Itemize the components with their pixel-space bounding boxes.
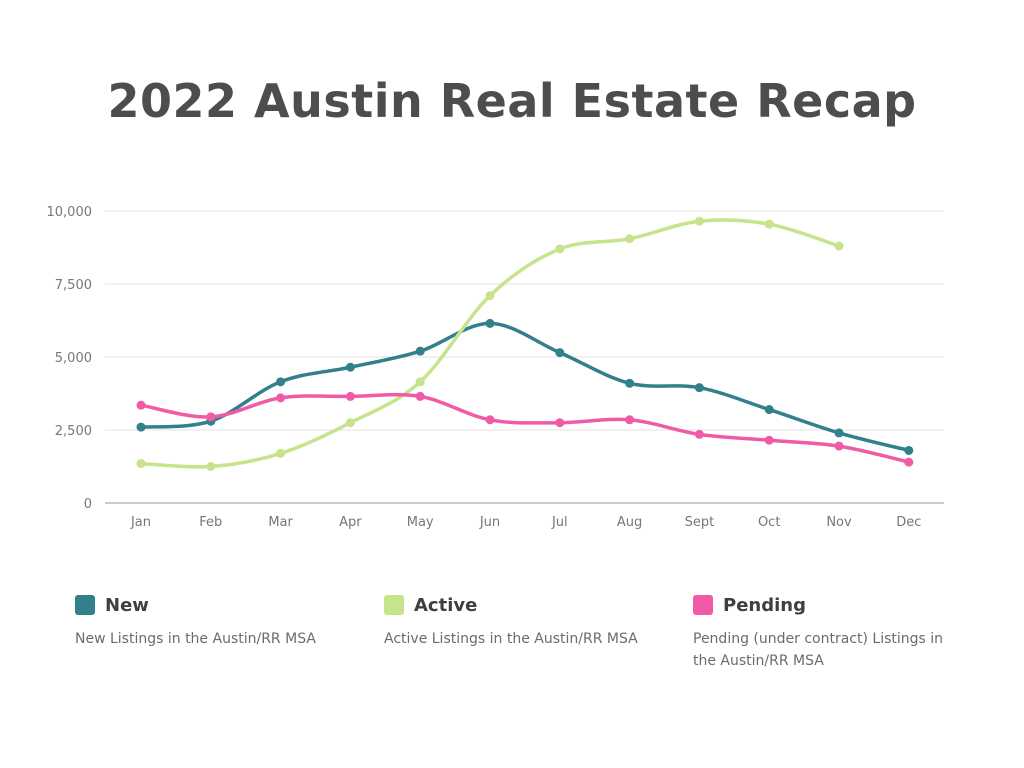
data-point-pending xyxy=(345,391,355,401)
y-tick-label: 10,000 xyxy=(47,205,93,220)
data-point-pending xyxy=(625,415,635,425)
data-point-new xyxy=(834,428,844,438)
data-point-pending xyxy=(555,418,565,428)
series-line-pending xyxy=(139,392,911,464)
data-point-new xyxy=(764,405,774,415)
data-point-new xyxy=(625,378,635,388)
legend-swatch-new xyxy=(75,595,95,615)
legend-swatch-active xyxy=(384,595,404,615)
data-point-new xyxy=(276,377,286,387)
y-axis-ticks: 0 2,500 5,000 7,500 10,000 xyxy=(47,205,93,512)
gridlines xyxy=(105,210,944,504)
x-tick-label: Apr xyxy=(339,515,362,530)
y-tick-label: 7,500 xyxy=(55,278,92,293)
data-point-new xyxy=(904,445,914,455)
data-point-active xyxy=(276,448,286,458)
legend-label-pending: Pending xyxy=(723,594,806,616)
data-point-active xyxy=(206,462,216,471)
data-point-pending xyxy=(694,429,704,439)
data-point-active xyxy=(555,244,565,254)
x-tick-label: May xyxy=(407,515,434,530)
x-tick-label: Oct xyxy=(758,515,780,530)
x-tick-label: Dec xyxy=(896,515,921,530)
data-point-new xyxy=(555,348,565,358)
data-point-new xyxy=(415,346,425,356)
data-point-pending xyxy=(415,391,425,401)
y-tick-label: 5,000 xyxy=(55,351,92,366)
legend-description-active: Active Listings in the Austin/RR MSA xyxy=(384,631,638,647)
legend-item-new: New New Listings in the Austin/RR MSA xyxy=(75,594,345,650)
y-tick-label: 2,500 xyxy=(55,424,92,439)
data-point-new xyxy=(136,422,146,432)
data-point-active xyxy=(485,291,495,301)
legend-swatch-pending xyxy=(693,595,713,615)
data-point-new xyxy=(694,383,704,393)
x-tick-label: Sept xyxy=(685,515,715,530)
x-tick-label: Feb xyxy=(199,515,222,530)
data-point-pending xyxy=(485,415,495,425)
data-point-active xyxy=(694,216,704,226)
data-point-active xyxy=(136,459,146,469)
legend-description-new: New Listings in the Austin/RR MSA xyxy=(75,631,316,647)
x-tick-label: Jul xyxy=(551,515,568,530)
data-point-pending xyxy=(764,435,774,445)
legend-item-active: Active Active Listings in the Austin/RR … xyxy=(384,594,654,650)
data-point-active xyxy=(834,241,844,251)
series-line-new xyxy=(139,321,911,453)
x-tick-label: Jun xyxy=(479,515,500,530)
data-point-active xyxy=(764,219,774,229)
x-tick-label: Mar xyxy=(268,515,293,530)
data-point-active xyxy=(345,418,355,428)
chart-title: 2022 Austin Real Estate Recap xyxy=(107,74,917,128)
y-tick-label: 0 xyxy=(84,497,92,512)
data-point-pending xyxy=(904,457,914,467)
data-point-active xyxy=(625,234,635,244)
data-point-pending xyxy=(276,393,286,403)
x-tick-label: Jan xyxy=(130,515,151,530)
x-axis-ticks: Jan Feb Mar Apr May Jun Jul Aug Sept Oct Nov Dec xyxy=(130,515,921,530)
data-point-new xyxy=(485,318,495,328)
x-tick-label: Aug xyxy=(617,515,642,530)
x-tick-label: Nov xyxy=(826,515,852,530)
data-point-new xyxy=(345,362,355,372)
data-point-pending xyxy=(834,441,844,451)
line-chart: 0 2,500 5,000 7,500 10,000 Jan Feb Mar Apr May Ju… xyxy=(47,205,944,530)
legend-item-pending: Pending Pending (under contract) Listing… xyxy=(693,594,963,672)
legend-label-active: Active xyxy=(414,594,478,616)
legend-description-pending: Pending (under contract) Listings in the… xyxy=(693,631,944,669)
data-point-pending xyxy=(136,400,146,410)
series-points xyxy=(136,216,914,471)
data-point-active xyxy=(415,377,425,387)
legend-label-new: New xyxy=(105,594,149,616)
data-point-pending xyxy=(206,412,216,422)
